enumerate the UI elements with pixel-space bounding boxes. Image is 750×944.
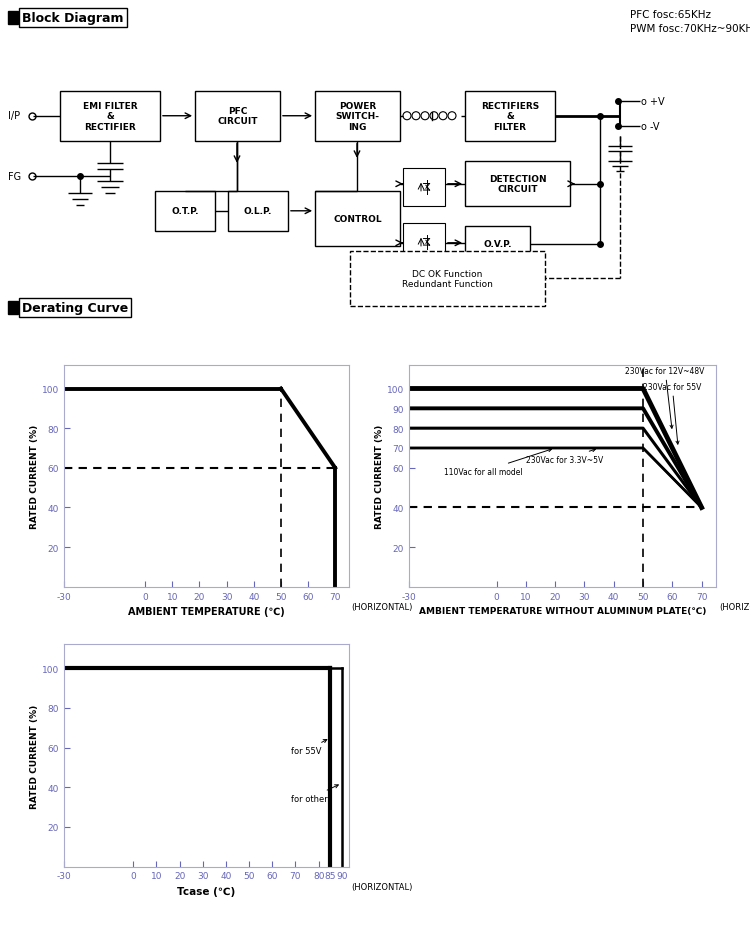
Text: DETECTION
CIRCUIT: DETECTION CIRCUIT	[489, 175, 546, 194]
Bar	[315, 192, 400, 246]
Bar	[465, 227, 530, 261]
Text: 230Vac for 3.3V~5V: 230Vac for 3.3V~5V	[526, 449, 603, 464]
Text: for 55V: for 55V	[291, 740, 327, 756]
Text: PFC fosc:65KHz: PFC fosc:65KHz	[630, 10, 711, 20]
Text: PWM fosc:70KHz~90KHz: PWM fosc:70KHz~90KHz	[630, 24, 750, 34]
Text: O.V.P.: O.V.P.	[483, 240, 512, 248]
Text: EMI FILTER
&
RECTIFIER: EMI FILTER & RECTIFIER	[82, 102, 137, 131]
Bar	[60, 92, 160, 142]
Text: PFC
CIRCUIT: PFC CIRCUIT	[217, 107, 258, 126]
Bar	[403, 169, 445, 207]
Text: O.L.P.: O.L.P.	[244, 207, 272, 216]
Bar	[350, 251, 545, 307]
Bar	[195, 92, 280, 142]
X-axis label: Tcase (℃): Tcase (℃)	[177, 886, 236, 896]
Bar	[465, 92, 555, 142]
Text: 230Vac for 12V~48V: 230Vac for 12V~48V	[626, 366, 705, 429]
Y-axis label: RATED CURRENT (%): RATED CURRENT (%)	[30, 424, 39, 529]
Text: o +V: o +V	[641, 96, 664, 107]
Text: Derating Curve: Derating Curve	[22, 302, 128, 314]
Text: 110Vac for all model: 110Vac for all model	[444, 449, 551, 477]
Bar	[228, 192, 288, 231]
Text: POWER
SWITCH-
ING: POWER SWITCH- ING	[335, 102, 380, 131]
Y-axis label: RATED CURRENT (%): RATED CURRENT (%)	[30, 703, 39, 808]
Text: RECTIFIERS
&
FILTER: RECTIFIERS & FILTER	[481, 102, 539, 131]
Y-axis label: RATED CURRENT (%): RATED CURRENT (%)	[375, 424, 384, 529]
Text: CONTROL: CONTROL	[333, 214, 382, 224]
Bar	[465, 161, 570, 207]
Text: I/P: I/P	[8, 110, 20, 121]
Bar	[315, 92, 400, 142]
Text: (HORIZONTAL): (HORIZONTAL)	[352, 882, 413, 891]
X-axis label: AMBIENT TEMPERATURE (℃): AMBIENT TEMPERATURE (℃)	[128, 607, 285, 616]
Text: for other: for other	[291, 785, 338, 803]
Text: (HORIZONTAL): (HORIZONTAL)	[352, 602, 413, 612]
Bar	[403, 224, 445, 261]
Bar	[8, 302, 18, 314]
Bar	[8, 12, 18, 25]
X-axis label: AMBIENT TEMPERATURE WITHOUT ALUMINUM PLATE(℃): AMBIENT TEMPERATURE WITHOUT ALUMINUM PLA…	[419, 607, 706, 615]
Text: O.T.P.: O.T.P.	[171, 207, 199, 216]
Text: o -V: o -V	[641, 122, 659, 131]
Text: (HORIZONTAL): (HORIZONTAL)	[719, 602, 750, 612]
Text: 230Vac for 55V: 230Vac for 55V	[643, 382, 701, 445]
Text: DC OK Function
Redundant Function: DC OK Function Redundant Function	[402, 269, 493, 289]
Text: FG: FG	[8, 172, 21, 181]
Text: Block Diagram: Block Diagram	[22, 12, 124, 25]
Bar	[155, 192, 215, 231]
